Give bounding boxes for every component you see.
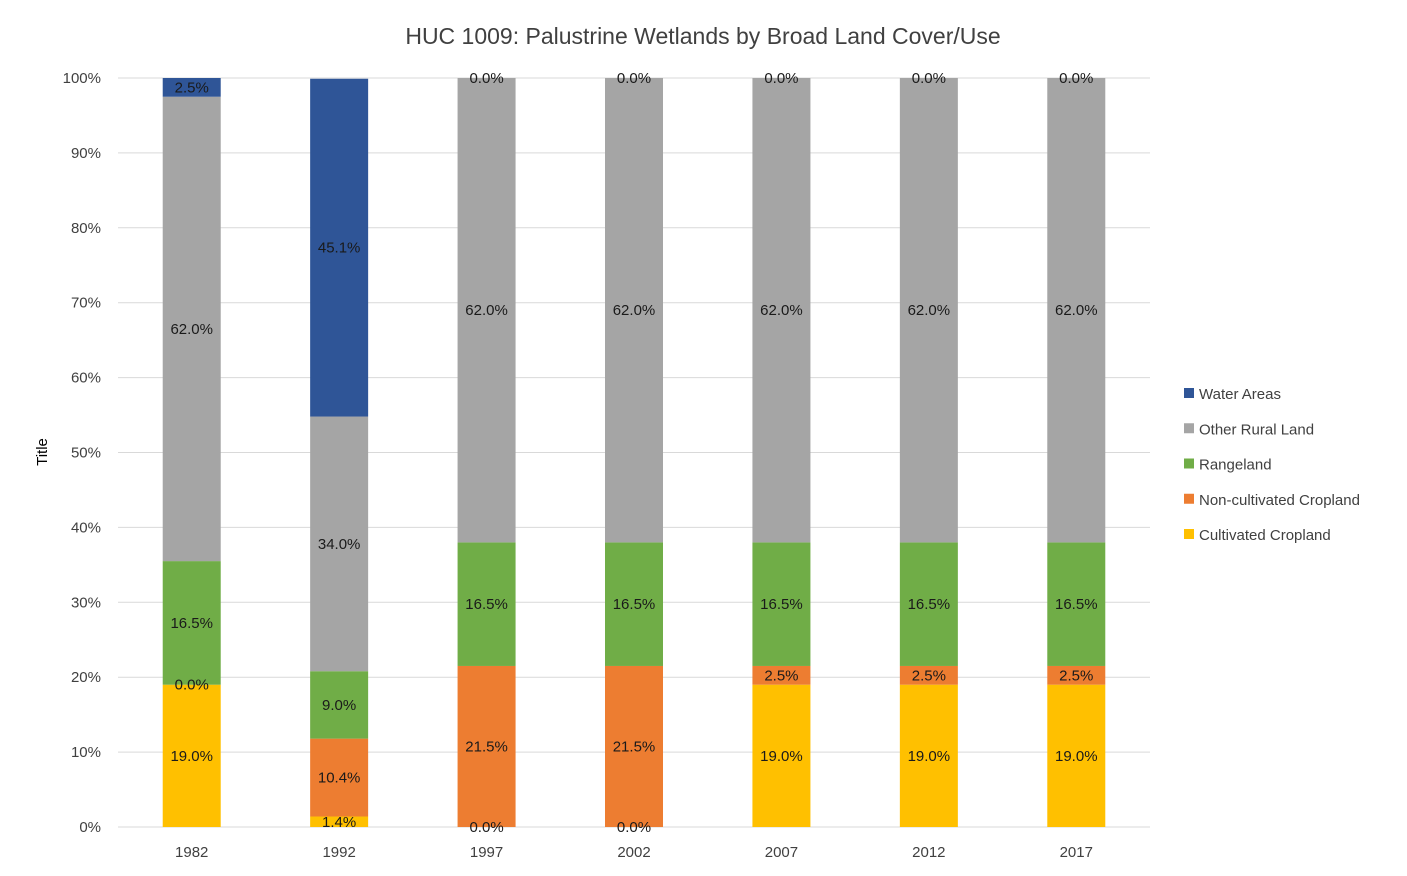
data-label: 0.0%	[469, 819, 503, 836]
data-label: 9.0%	[322, 697, 356, 714]
data-label: 16.5%	[170, 615, 213, 632]
bar-segment	[310, 78, 369, 417]
bar-segment	[1047, 684, 1106, 827]
data-label: 16.5%	[613, 596, 656, 613]
data-label: 16.5%	[1055, 596, 1098, 613]
data-label: 21.5%	[465, 738, 508, 755]
data-label: 16.5%	[908, 596, 951, 613]
data-label: 62.0%	[1055, 302, 1098, 319]
y-tick-label: 60%	[71, 370, 101, 387]
data-label: 10.4%	[318, 770, 361, 787]
data-label: 0.0%	[912, 70, 946, 87]
data-label: 0.0%	[764, 70, 798, 87]
bar-segment	[899, 542, 958, 666]
bar-segment	[310, 816, 369, 827]
data-label: 16.5%	[760, 596, 803, 613]
bar-segment	[1047, 542, 1106, 666]
y-tick-label: 10%	[71, 744, 101, 761]
bar-segment	[899, 78, 958, 543]
bar-segment	[752, 542, 811, 666]
bar-segment	[752, 78, 811, 543]
bar-segment	[162, 78, 221, 97]
legend-swatch	[1184, 493, 1194, 504]
x-tick-label: 2012	[912, 844, 945, 861]
y-tick-label: 70%	[71, 295, 101, 312]
data-label: 45.1%	[318, 240, 361, 257]
x-tick-label: 1992	[322, 844, 355, 861]
x-tick-label: 1997	[470, 844, 503, 861]
bar-segment	[310, 738, 369, 817]
legend-swatch	[1184, 529, 1194, 539]
x-tick-label: 2007	[765, 844, 798, 861]
y-tick-label: 40%	[71, 519, 101, 536]
bar-segment	[162, 684, 221, 827]
x-tick-label: 1982	[175, 844, 208, 861]
data-label: 2.5%	[912, 667, 946, 684]
legend-swatch	[1184, 423, 1194, 434]
data-label: 19.0%	[760, 748, 803, 765]
data-label: 0.0%	[1059, 70, 1093, 87]
bar-segment	[1047, 665, 1106, 685]
legend-label: Cultivated Cropland	[1199, 527, 1331, 544]
data-label: 2.5%	[175, 79, 209, 96]
y-tick-label: 0%	[79, 819, 101, 836]
y-axis-label: Title	[34, 438, 51, 466]
y-axis-ticks: 0% 10% 20% 30% 40% 50% 60% 70% 80% 90% 100%	[63, 70, 101, 836]
bar-segment	[457, 665, 516, 827]
y-tick-label: 50%	[71, 445, 101, 462]
legend-label: Non-cultivated Cropland	[1199, 492, 1360, 509]
bar-segment	[310, 416, 369, 672]
data-label: 2.5%	[1059, 667, 1093, 684]
bar-segment	[162, 96, 221, 562]
bar-segment	[605, 665, 663, 827]
y-tick-label: 100%	[63, 70, 101, 87]
legend-label: Water Areas	[1199, 386, 1281, 403]
data-label: 0.0%	[617, 819, 651, 836]
bar-segment	[310, 671, 369, 739]
legend-label: Other Rural Land	[1199, 421, 1314, 438]
data-label: 62.0%	[170, 321, 213, 338]
data-label: 0.0%	[617, 70, 651, 87]
data-label: 2.5%	[764, 667, 798, 684]
x-tick-label: 2002	[617, 844, 650, 861]
legend-swatch	[1184, 458, 1194, 469]
data-label: 62.0%	[908, 302, 951, 319]
bar-segment	[899, 665, 958, 685]
data-label: 62.0%	[613, 302, 656, 319]
data-label: 34.0%	[318, 536, 361, 553]
bar-segment	[457, 78, 516, 543]
chart-title: HUC 1009: Palustrine Wetlands by Broad L…	[405, 23, 1000, 49]
bar-segment	[752, 665, 811, 685]
data-labels: 19.0% 0.0% 16.5% 62.0% 2.5% 1.4% 10.4% 9.0% 34.0…	[170, 70, 1097, 836]
bar-segment	[752, 684, 811, 827]
bar-segment	[1047, 78, 1106, 543]
data-label: 19.0%	[170, 748, 213, 765]
data-label: 19.0%	[908, 748, 951, 765]
data-label: 19.0%	[1055, 748, 1098, 765]
y-tick-label: 30%	[71, 594, 101, 611]
data-label: 62.0%	[465, 302, 508, 319]
legend-swatch	[1184, 388, 1194, 398]
data-label: 1.4%	[322, 814, 356, 831]
bar-segment	[605, 78, 663, 543]
data-label: 62.0%	[760, 302, 803, 319]
data-label: 0.0%	[175, 677, 209, 694]
data-label: 16.5%	[465, 596, 508, 613]
bar-segment	[899, 684, 958, 827]
y-tick-label: 20%	[71, 669, 101, 686]
bar-segment	[605, 542, 663, 666]
y-tick-label: 90%	[71, 145, 101, 162]
bar-segment	[457, 542, 516, 666]
x-axis-ticks: 1982 1992 1997 2002 2007 2012 2017	[175, 844, 1093, 861]
y-tick-label: 80%	[71, 220, 101, 237]
x-tick-label: 2017	[1060, 844, 1093, 861]
legend: Water Areas Other Rural Land Rangeland Non-…	[1184, 386, 1360, 544]
bars	[162, 78, 1106, 827]
legend-label: Rangeland	[1199, 457, 1272, 474]
bar-segment	[162, 561, 221, 685]
data-label: 21.5%	[613, 738, 656, 755]
data-label: 0.0%	[469, 70, 503, 87]
